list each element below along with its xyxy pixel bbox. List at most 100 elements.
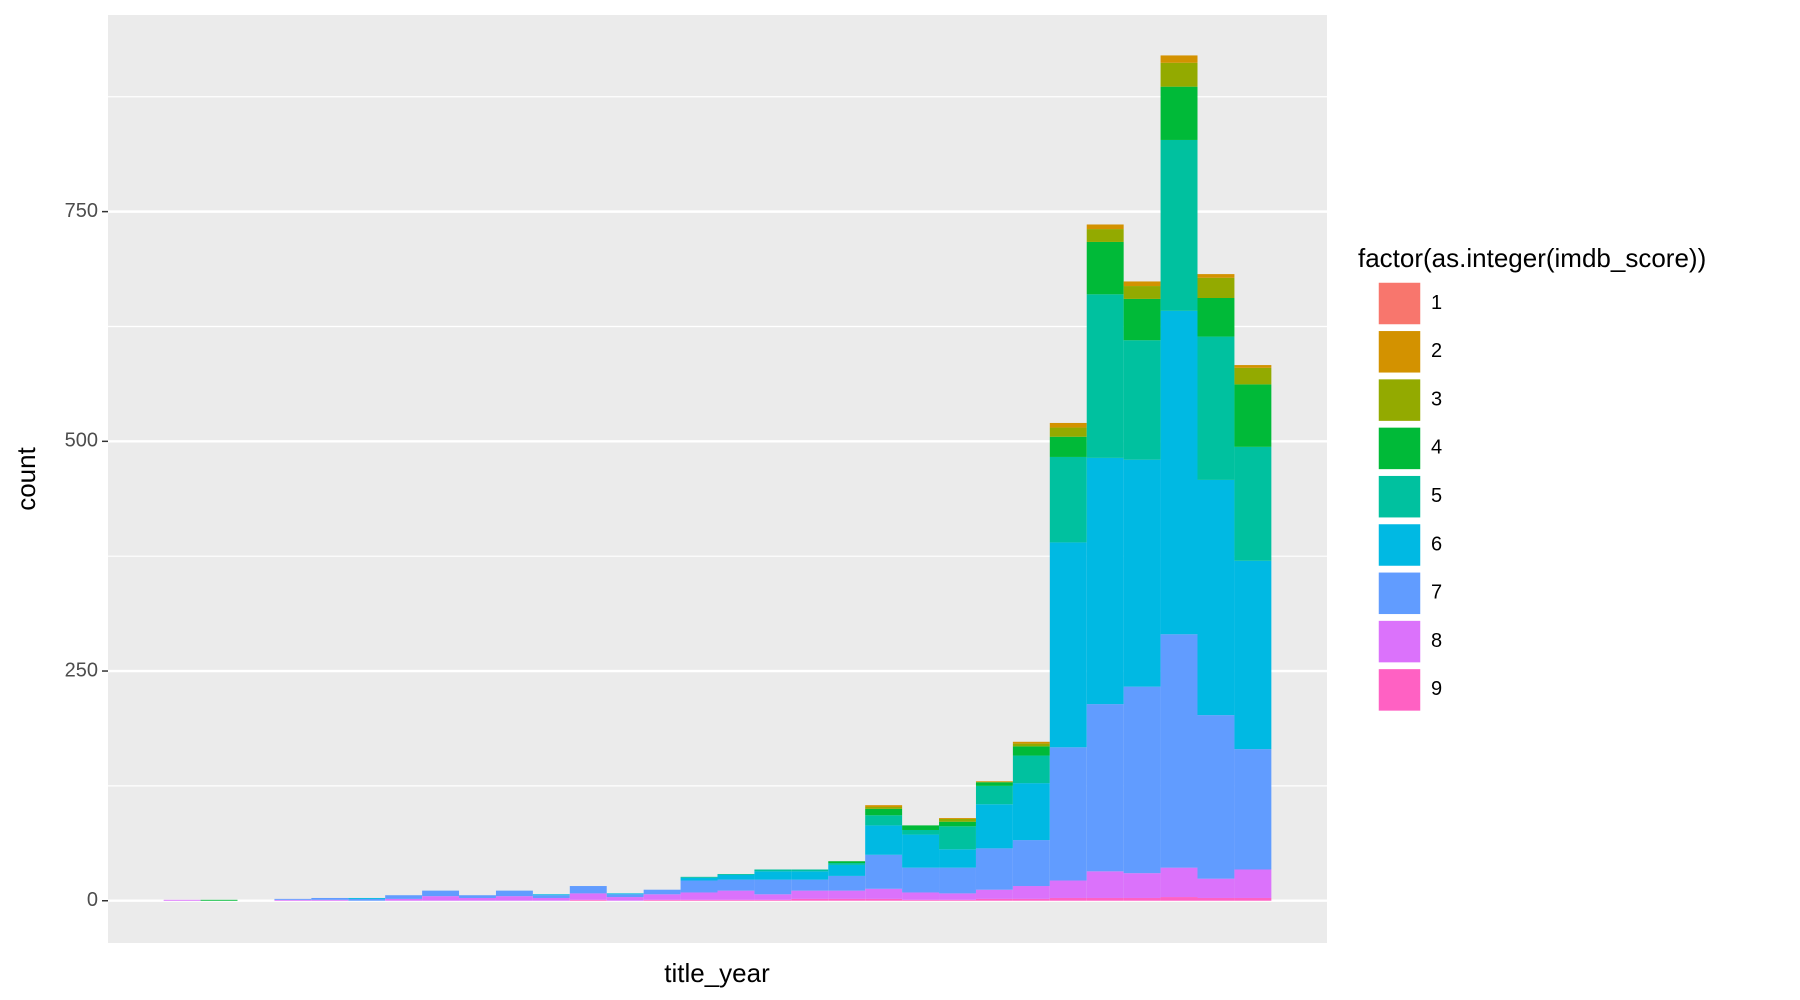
bar-segment: [569, 893, 607, 900]
bar-segment: [569, 886, 607, 894]
bar-segment: [606, 897, 644, 901]
bar-segment: [975, 781, 1013, 783]
bar-segment: [1123, 281, 1161, 287]
bar-segment: [975, 889, 1013, 899]
bar-segment: [865, 854, 903, 889]
y-tick-label: 750: [65, 200, 98, 222]
legend-key: [1377, 281, 1422, 326]
bar-segment: [1086, 224, 1124, 230]
legend-key: [1377, 667, 1422, 713]
bar-segment: [643, 899, 681, 901]
bar-segment: [939, 818, 976, 819]
bar-segment: [311, 899, 349, 901]
bar-segment: [939, 893, 976, 900]
legend-label: 5: [1431, 485, 1442, 507]
bar-segment: [939, 818, 976, 822]
bar-segment: [1123, 873, 1161, 898]
bar-segment: [200, 899, 238, 901]
bar-segment: [791, 890, 829, 899]
legend-label: 4: [1431, 437, 1442, 459]
bar-segment: [828, 861, 866, 864]
bar-segment: [939, 826, 976, 850]
bar-segment: [1012, 840, 1050, 887]
legend-key: [1377, 329, 1422, 375]
bar-segment: [1012, 743, 1050, 747]
bar-segment: [717, 890, 755, 900]
bar-segment: [1234, 869, 1272, 898]
bar-segment: [791, 898, 829, 901]
bar-segment: [1123, 897, 1161, 901]
bar-segment: [865, 807, 903, 809]
bar-segment: [1123, 298, 1161, 341]
bar-segment: [1160, 867, 1198, 898]
bar-segment: [1160, 55, 1198, 63]
bar-segment: [1234, 560, 1272, 750]
bar-segment: [680, 876, 718, 878]
bar-segment: [975, 782, 1013, 786]
bar-segment: [1049, 436, 1087, 457]
bar-segment: [532, 895, 570, 898]
bar-segment: [422, 890, 460, 897]
bar-segment: [1234, 365, 1272, 368]
bar-segment: [1049, 456, 1087, 543]
bar-segment: [1012, 783, 1050, 841]
bar-segment: [643, 889, 681, 895]
bar-segment: [1197, 897, 1235, 901]
bar-segment: [1086, 704, 1124, 872]
bar-segment: [1197, 274, 1235, 278]
bar-segment: [1123, 459, 1161, 687]
bar-segment: [459, 897, 496, 901]
bar-segment: [754, 869, 792, 872]
bar-segment: [865, 805, 903, 808]
bar-segment: [1012, 755, 1050, 784]
bar-segment: [939, 899, 976, 901]
legend-label: 8: [1431, 630, 1442, 652]
bar-segment: [865, 898, 903, 901]
bar-segment: [1049, 422, 1087, 428]
bar-segment: [569, 899, 607, 901]
bar-segment: [902, 899, 940, 901]
legend-label: 6: [1431, 533, 1442, 555]
bar-segment: [754, 899, 792, 901]
bar-segment: [1160, 62, 1198, 87]
bar-segment: [975, 785, 1013, 805]
bar-segment: [680, 880, 718, 893]
bar-segment: [1197, 277, 1235, 298]
bar-segment: [902, 829, 940, 835]
legend-label: 3: [1431, 388, 1442, 410]
bar-segment: [865, 825, 903, 855]
bar-segment: [348, 897, 386, 899]
bar-segment: [791, 879, 829, 891]
bar-segment: [495, 896, 533, 901]
bar-segment: [865, 888, 903, 899]
bar-segment: [1197, 297, 1235, 337]
x-axis-title: title_year: [664, 958, 770, 988]
y-axis-title: count: [11, 446, 41, 510]
bar-segment: [791, 869, 829, 872]
bar-segment: [1234, 367, 1272, 385]
legend-label: 9: [1431, 678, 1442, 700]
bar-segment: [532, 894, 570, 896]
bar-segment: [754, 871, 792, 880]
legend-key: [1377, 522, 1422, 568]
bar-segment: [1012, 741, 1050, 744]
bar-segment: [1049, 542, 1087, 748]
bar-segment: [828, 863, 866, 865]
legend-title: factor(as.integer(imdb_score)): [1358, 243, 1706, 273]
bar-segment: [1086, 294, 1124, 458]
legend-label: 1: [1431, 292, 1442, 314]
bar-segment: [975, 804, 1013, 849]
bar-segment: [1049, 747, 1087, 881]
bar-segment: [680, 892, 718, 900]
bar-segment: [791, 871, 829, 880]
bar-segment: [1049, 897, 1087, 901]
bar-segment: [939, 849, 976, 868]
bar-segment: [1012, 746, 1050, 756]
legend-label: 7: [1431, 582, 1442, 604]
bar-segment: [754, 879, 792, 895]
legend-label: 2: [1431, 340, 1442, 362]
bar-segment: [459, 895, 496, 898]
bar-segment: [680, 899, 718, 901]
bar-segment: [1197, 479, 1235, 716]
